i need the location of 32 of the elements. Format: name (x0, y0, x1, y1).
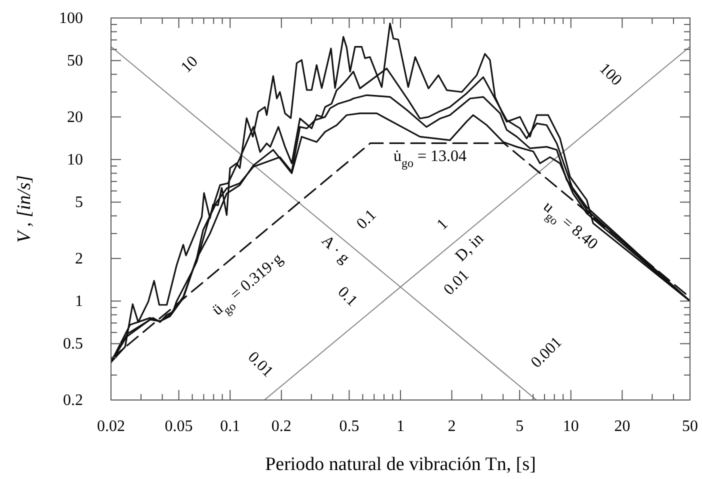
y-tick-label: 20 (67, 108, 83, 126)
x-tick-label: 20 (614, 418, 630, 435)
annotation: D, in (452, 230, 487, 265)
x-tick-label: 2 (448, 418, 456, 435)
annotation: 0.1 (334, 283, 361, 310)
x-tick-label: 0.1 (220, 418, 240, 435)
x-tick-label: 0.02 (97, 418, 125, 435)
y-tick-label: 2 (75, 250, 83, 268)
y-tick-label: 1 (75, 293, 83, 310)
x-tick-label: 0.2 (271, 418, 292, 435)
annotation: 0.1 (353, 206, 380, 232)
y-tick-label: 5 (75, 194, 83, 212)
annotation: 100 (596, 60, 626, 89)
y-tick-label: 50 (67, 52, 83, 70)
x-tick-label: 5 (516, 418, 524, 435)
x-axis-title: Periodo natural de vibración Tn, [s] (265, 454, 536, 475)
x-tick-label: 0.5 (339, 418, 360, 435)
y-axis-title: V , [in/s] (14, 175, 35, 243)
x-tick-label: 50 (682, 418, 698, 435)
y-tick-label: 100 (59, 10, 83, 27)
annotation: 1 (434, 216, 452, 234)
annotation: A · g (318, 232, 353, 267)
y-tick-label: 0.2 (63, 392, 83, 409)
annotation: 0.01 (244, 348, 276, 380)
x-tick-label: 10 (562, 418, 579, 435)
annotation: 0.01 (440, 266, 472, 298)
x-tick-label: 1 (396, 418, 404, 435)
x-tick-label: 0.05 (164, 418, 193, 435)
annotation: u̇$_{go}$ = 13.04 (393, 148, 467, 170)
y-tick-label: 10 (67, 152, 83, 169)
y-tick-label: 0.5 (63, 336, 83, 353)
annotation: 10 (178, 52, 202, 76)
